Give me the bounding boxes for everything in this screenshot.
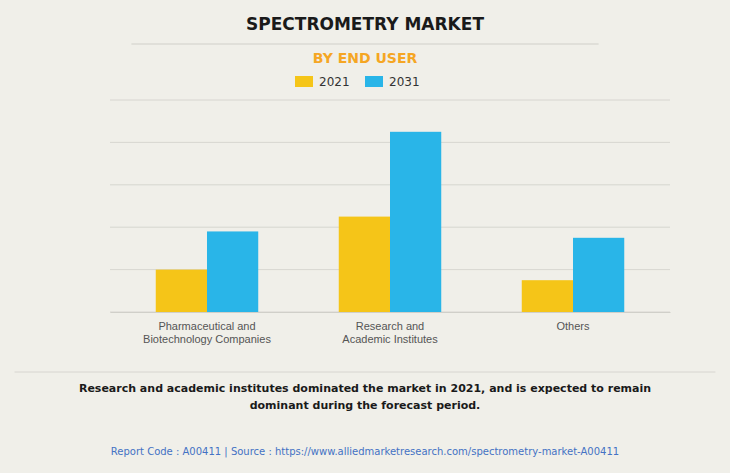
x-tick-label: Others: [556, 320, 590, 332]
x-tick: Others: [556, 320, 590, 332]
bar: [207, 231, 258, 312]
footer-text: Research and academic institutes dominat…: [79, 382, 651, 412]
x-tick-label: Pharmaceutical andBiotechnology Companie…: [143, 320, 271, 345]
legend-item: 2021: [295, 75, 350, 89]
subtitle: BY END USER: [313, 50, 418, 66]
footer-rule: [15, 372, 716, 373]
x-tick-label: Research andAcademic Institutes: [342, 320, 438, 345]
x-axis-line: [111, 312, 671, 313]
legend-item: 2031: [365, 75, 420, 89]
title: SPECTROMETRY MARKET: [246, 14, 484, 34]
title-rule: [131, 43, 598, 44]
report-text: Report Code : A00411 | Source : https://…: [111, 446, 619, 458]
legend-label: 2031: [389, 75, 420, 89]
x-tick: Pharmaceutical andBiotechnology Companie…: [143, 320, 271, 345]
bars: [156, 132, 624, 312]
x-axis: Pharmaceutical andBiotechnology Companie…: [111, 313, 671, 346]
series: [156, 217, 573, 312]
x-tick: Research andAcademic Institutes: [342, 320, 438, 345]
bar: [573, 238, 624, 312]
grid-line: [110, 100, 670, 101]
bar: [156, 270, 207, 312]
bar: [339, 217, 390, 312]
bar: [390, 132, 441, 312]
legend-swatch: [295, 76, 313, 87]
grid: [110, 100, 670, 312]
legend-swatch: [365, 76, 383, 87]
series: [207, 132, 624, 312]
chart: SPECTROMETRY MARKET BY END USER Pharmaceut…: [0, 0, 730, 473]
legend: 2021 2031: [295, 75, 420, 89]
bar: [522, 280, 573, 312]
plot: Pharmaceutical andBiotechnology Companie…: [110, 100, 671, 345]
legend-label: 2021: [319, 75, 350, 89]
